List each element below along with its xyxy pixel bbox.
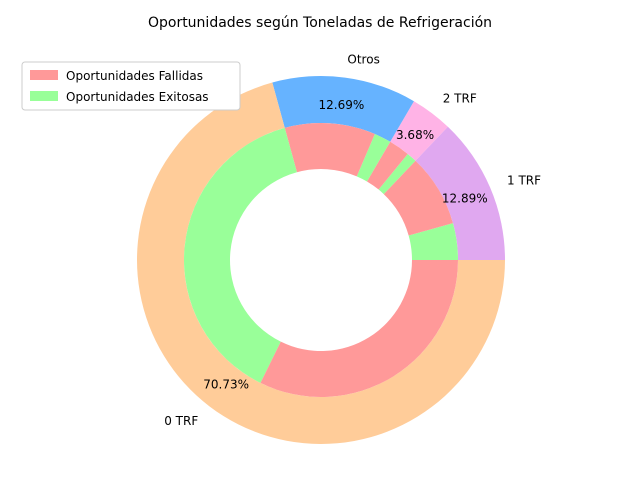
legend-label-fallidas: Oportunidades Fallidas xyxy=(66,69,203,83)
outer-slice-1-trf xyxy=(415,126,505,260)
legend-box xyxy=(21,61,241,111)
inner-slice-0-trf-oportunidades-fallidas xyxy=(260,260,458,397)
legend-label-exitosas: Oportunidades Exitosas xyxy=(66,90,209,104)
outer-slice-2-trf xyxy=(390,101,448,161)
inner-slice-2-trf-oportunidades-fallidas xyxy=(366,141,408,190)
inner-slice-1-trf-oportunidades-exitosas xyxy=(408,223,458,260)
legend-swatch-fallidas xyxy=(30,70,58,80)
outer-pct-2-trf: 3.68% xyxy=(396,128,434,142)
outer-label-otros: Otros xyxy=(347,52,379,66)
inner-slice-0-trf-oportunidades-exitosas xyxy=(184,127,297,383)
outer-labels: 1 TRF 12.89% 2 TRF 3.68% Otros 12.69% 0 TRF 70.… xyxy=(164,52,541,428)
outer-pct-1-trf: 12.89% xyxy=(442,191,488,205)
outer-label-2-trf: 2 TRF xyxy=(443,91,477,105)
inner-slice-1-trf-oportunidades-fallidas xyxy=(383,160,453,236)
outer-label-0-trf: 0 TRF xyxy=(164,414,198,428)
chart-title: Oportunidades según Toneladas de Refrige… xyxy=(148,15,492,31)
outer-ring xyxy=(137,76,505,445)
outer-pct-0-trf: 70.73% xyxy=(203,377,249,391)
legend-swatch-exitosas xyxy=(30,91,58,101)
outer-slice-otros xyxy=(272,76,414,142)
outer-pct-otros: 12.69% xyxy=(319,98,365,112)
outer-label-1-trf: 1 TRF xyxy=(507,173,541,187)
legend: Oportunidades Fallidas Oportunidades Exi… xyxy=(21,61,241,111)
inner-slice-otros-oportunidades-fallidas xyxy=(284,123,375,177)
inner-slice-2-trf-oportunidades-exitosas xyxy=(378,153,416,195)
inner-ring xyxy=(184,123,458,397)
inner-slice-otros-oportunidades-exitosas xyxy=(356,134,391,182)
